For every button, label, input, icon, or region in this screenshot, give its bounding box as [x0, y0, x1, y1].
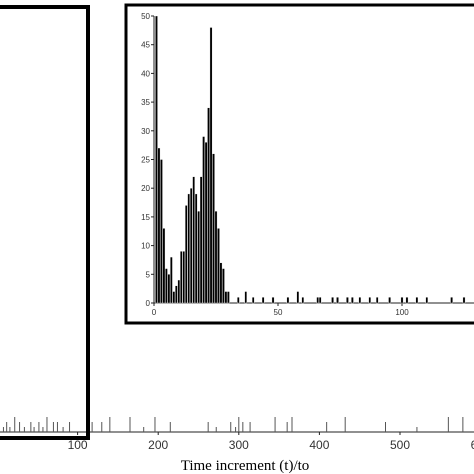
- main-x-tick-label: 500: [390, 438, 410, 452]
- inset-y-tick-label: 10: [141, 242, 150, 251]
- inset-bar: [251, 297, 255, 304]
- inset-bar: [261, 297, 265, 304]
- zoom-highlight-box: [0, 5, 90, 440]
- inset-bar: [400, 297, 404, 304]
- inset-y-tick-label: 15: [141, 213, 150, 222]
- inset-y-tick-label: 0: [146, 299, 151, 308]
- inset-bar: [318, 297, 322, 304]
- inset-bar: [336, 297, 339, 304]
- inset-bar: [194, 193, 198, 304]
- inset-bar: [197, 210, 200, 304]
- inset-bar: [175, 285, 178, 304]
- inset-bar: [162, 228, 166, 304]
- inset-bar: [244, 291, 248, 304]
- inset-bar: [388, 297, 391, 304]
- main-x-axis-title: Time increment (t)/to: [181, 458, 310, 474]
- inset-bar: [155, 15, 158, 304]
- inset-bar: [271, 297, 275, 304]
- inset-bar: [217, 228, 220, 304]
- inset-bar: [187, 193, 190, 304]
- inset-bar: [346, 297, 349, 304]
- inset-bar: [331, 297, 334, 304]
- inset-bar: [415, 297, 419, 304]
- inset-bar: [224, 291, 228, 304]
- inset-bar: [425, 297, 429, 304]
- inset-y-tick-label: 40: [141, 69, 150, 78]
- inset-y-ticks: 0 5 10 15 20 25 30 35 40 45 50: [141, 12, 154, 308]
- inset-bar: [184, 205, 188, 304]
- inset-bar: [209, 27, 213, 304]
- inset-frame: [124, 3, 474, 325]
- inset-bar: [375, 297, 379, 304]
- inset-bar: [207, 107, 210, 304]
- inset-y-tick-label: 35: [141, 98, 150, 107]
- inset-x-ticks: 0 50 100: [152, 303, 409, 317]
- main-chart: 100 200 300 400 500 600 Time increment (t)/to: [0, 417, 474, 474]
- inset-bar: [204, 142, 208, 304]
- inset-chart: 0 5 10 15 20 25 30 35 40 45 50 0 50 100: [124, 3, 474, 325]
- inset-y-tick-label: 5: [146, 270, 151, 279]
- inset-bar: [286, 297, 290, 304]
- inset-bar: [199, 176, 203, 304]
- inset-bar: [192, 176, 195, 304]
- inset-x-tick-label: 0: [152, 308, 157, 317]
- inset-bar: [450, 297, 453, 304]
- inset-bar: [214, 210, 218, 304]
- inset-bar: [202, 136, 205, 304]
- inset-bar: [301, 297, 305, 304]
- inset-bar: [182, 251, 186, 304]
- inset-bar: [368, 297, 372, 304]
- inset-y-tick-label: 45: [141, 41, 150, 50]
- inset-bar: [351, 297, 354, 304]
- inset-bar: [172, 291, 176, 304]
- main-x-tick-label: 300: [229, 438, 249, 452]
- inset-x-tick-label: 100: [395, 308, 409, 317]
- inset-y-tick-label: 30: [141, 127, 150, 136]
- inset-bar: [222, 268, 225, 304]
- inset-y-tick-label: 25: [141, 156, 150, 165]
- inset-bar: [167, 274, 171, 304]
- inset-bar: [212, 153, 215, 304]
- inset-y-tick-label: 50: [141, 12, 150, 21]
- inset-bar: [219, 262, 223, 304]
- inset-bar: [189, 188, 193, 304]
- main-x-tick-label: 200: [148, 438, 168, 452]
- inset-y-tick-label: 20: [141, 184, 150, 193]
- inset-bar: [165, 268, 168, 304]
- inset-bar: [358, 297, 362, 304]
- inset-bar: [157, 147, 161, 304]
- inset-bar: [170, 256, 173, 304]
- inset-bar: [316, 297, 319, 304]
- inset-bar: [180, 251, 183, 304]
- main-x-tick-label: 400: [309, 438, 329, 452]
- inset-bar: [177, 279, 181, 304]
- inset-bar: [462, 297, 466, 304]
- main-bars: [2, 417, 464, 432]
- main-x-tick-label: 100: [68, 438, 88, 452]
- inset-bar: [227, 291, 230, 304]
- main-x-tick-label: 600: [471, 438, 474, 452]
- inset-bar: [237, 297, 240, 304]
- inset-bar: [160, 159, 163, 304]
- inset-x-tick-label: 50: [274, 308, 283, 317]
- main-x-ticks: 100 200 300 400 500 600: [68, 432, 474, 452]
- inset-bars: [155, 15, 466, 304]
- inset-bar: [405, 297, 409, 304]
- inset-bar: [296, 291, 300, 304]
